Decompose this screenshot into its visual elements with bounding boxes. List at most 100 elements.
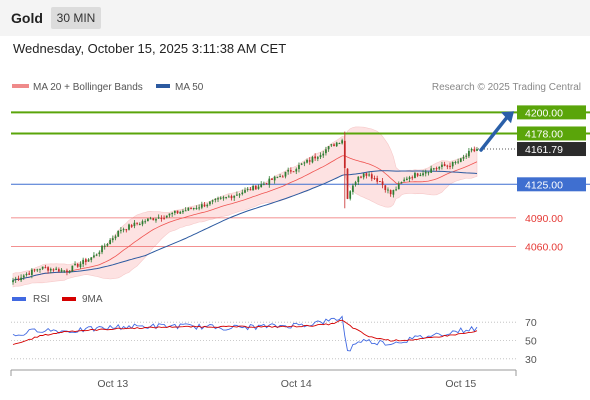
candle-body xyxy=(195,208,198,210)
candle-body xyxy=(49,268,52,271)
candle-body xyxy=(160,218,163,220)
candle-body xyxy=(111,238,114,241)
ma20-legend-swatch xyxy=(12,84,29,88)
candle-body xyxy=(381,181,384,185)
candle-body xyxy=(316,157,319,159)
candle-body xyxy=(265,183,268,185)
main-plot: 4200.00 4178.00 4125.00 4090.00 4060.00 4161.… xyxy=(11,105,590,288)
candle-body xyxy=(414,172,416,178)
candle-body xyxy=(271,178,273,180)
candle-body xyxy=(430,168,433,173)
candle-body xyxy=(214,198,217,200)
candle-body xyxy=(462,157,465,159)
candle-body xyxy=(66,270,68,273)
rsi-tick-label-50: 50 xyxy=(525,336,537,348)
candle-body xyxy=(57,269,60,272)
rsi-ma-line xyxy=(12,319,478,345)
resistance-tag-label-4178-00: 4178.00 xyxy=(525,128,563,140)
candle-body xyxy=(443,164,446,166)
candle-body xyxy=(246,188,249,190)
candle-body xyxy=(192,207,195,209)
candle-body xyxy=(155,219,157,221)
candle-body xyxy=(182,210,184,213)
candle-body xyxy=(349,191,352,199)
candle-body xyxy=(33,269,36,271)
candle-body xyxy=(292,171,295,173)
candle-body xyxy=(25,273,28,276)
candle-body xyxy=(211,200,214,202)
candle-body xyxy=(384,185,387,191)
candle-body xyxy=(120,230,122,232)
candle-body xyxy=(95,254,98,256)
candle-body xyxy=(473,149,476,152)
candle-body xyxy=(468,150,470,157)
support-tag-label-4090-00: 4090.00 xyxy=(525,213,563,225)
x-tick-label-oct-14: Oct 14 xyxy=(281,378,312,390)
candle-body xyxy=(424,171,427,174)
candle-body xyxy=(408,177,411,179)
candle-body xyxy=(422,173,424,176)
candle-body xyxy=(370,174,373,179)
candle-body xyxy=(144,221,147,223)
x-tick-label-oct-13: Oct 13 xyxy=(97,378,128,390)
candle-body xyxy=(257,186,260,189)
candle-body xyxy=(55,268,58,270)
candle-body xyxy=(198,207,201,209)
candle-body xyxy=(244,190,246,193)
candle-body xyxy=(268,178,271,185)
candle-body xyxy=(87,259,90,262)
candle-body xyxy=(354,182,357,185)
candle-body xyxy=(106,244,109,246)
ma50-legend-swatch xyxy=(156,84,170,88)
candle-body xyxy=(273,176,276,181)
candle-body xyxy=(200,204,203,208)
candle-body xyxy=(152,218,155,221)
candle-body xyxy=(314,156,317,159)
support-tag-label-4060-00: 4060.00 xyxy=(525,242,563,254)
rsi-legend-swatch xyxy=(12,297,26,301)
candle-body xyxy=(389,190,392,195)
candle-body xyxy=(338,143,341,145)
candle-body xyxy=(241,192,244,195)
candle-body xyxy=(419,174,422,177)
candle-body xyxy=(287,169,290,172)
candle-body xyxy=(360,176,362,178)
candle-body xyxy=(230,196,233,199)
candle-body xyxy=(76,263,79,267)
candle-body xyxy=(233,195,236,198)
candle-body xyxy=(171,213,174,215)
candle-body xyxy=(60,269,63,272)
candle-body xyxy=(122,229,125,231)
candle-body xyxy=(17,278,20,280)
candle-body xyxy=(365,173,368,176)
candle-body xyxy=(206,204,209,207)
candle-body xyxy=(254,185,257,190)
candle-body xyxy=(405,178,408,181)
rsi-ma-legend-label: 9MA xyxy=(82,294,103,305)
candle-body xyxy=(203,204,206,207)
candle-body xyxy=(74,264,76,266)
candle-body xyxy=(432,168,435,170)
rsi-plot: 70 50 30 xyxy=(11,315,537,366)
candle-body xyxy=(71,265,74,272)
x-axis: Oct 13 Oct 14 Oct 15 xyxy=(97,378,476,390)
candle-body xyxy=(128,224,130,230)
candle-body xyxy=(295,169,298,172)
candle-body xyxy=(333,144,335,146)
candle-body xyxy=(400,181,403,184)
candle-body xyxy=(311,156,314,163)
candle-body xyxy=(335,142,338,147)
candle-body xyxy=(308,160,311,162)
timeframe-button[interactable]: 30 MIN xyxy=(51,7,101,29)
candle-body xyxy=(138,223,141,225)
candle-body xyxy=(330,144,333,146)
candle-body xyxy=(31,269,33,275)
candle-body xyxy=(101,245,103,253)
candle-body xyxy=(397,183,400,190)
candle-body xyxy=(190,208,192,210)
ma20-line xyxy=(12,155,478,281)
candle-body xyxy=(90,257,93,260)
candle-body xyxy=(130,225,133,227)
candle-body xyxy=(39,268,41,270)
rsi-line xyxy=(12,315,478,352)
